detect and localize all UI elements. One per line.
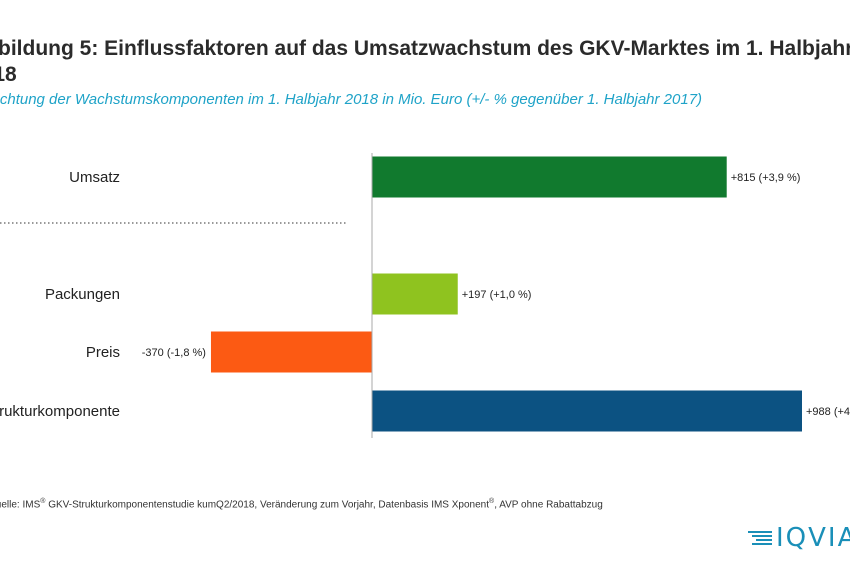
data-label-strukturkomponente: +988 (+4,7 %) xyxy=(806,406,850,418)
bar-strukturkomponente xyxy=(372,390,802,432)
iqvia-logo: IQVIA xyxy=(748,522,850,552)
registered-mark-2: ® xyxy=(489,498,495,505)
bar-packungen xyxy=(372,273,458,315)
data-label-packungen: +197 (+1,0 %) xyxy=(462,289,532,301)
category-label-strukturkomponente: Strukturkomponente xyxy=(0,403,120,420)
category-label-umsatz: Umsatz xyxy=(69,169,120,186)
source-note: Quelle: IMS® GKV-Strukturkomponentenstud… xyxy=(0,498,603,510)
bar-chart: Umsatz +815 (+3,9 %) Packungen +197 (+1,0 %… xyxy=(0,153,850,438)
source-text-a: Quelle: IMS xyxy=(0,499,41,511)
category-label-packungen: Packungen xyxy=(45,286,120,303)
chart-title: Abbildung 5: Einflussfaktoren auf das Um… xyxy=(0,37,850,86)
source-text-b: GKV-Strukturkomponentenstudie kumQ2/2018… xyxy=(45,499,490,511)
source-text-c: , AVP ohne Rabattabzug xyxy=(494,499,603,511)
chart-subtitle: Betrachtung der Wachstumskomponenten im … xyxy=(0,91,703,108)
data-label-umsatz: +815 (+3,9 %) xyxy=(731,172,801,184)
registered-mark: ® xyxy=(40,498,46,505)
logo-text: IQVIA xyxy=(776,523,850,552)
data-label-preis: -370 (-1,8 %) xyxy=(142,347,206,359)
bar-preis xyxy=(210,331,372,373)
category-label-preis: Preis xyxy=(86,344,120,361)
logo-lines-icon xyxy=(748,531,772,545)
bar-umsatz xyxy=(372,156,727,198)
